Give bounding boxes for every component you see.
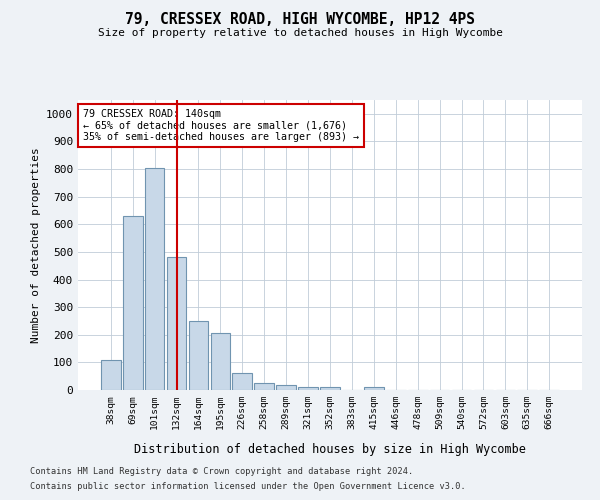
Y-axis label: Number of detached properties: Number of detached properties	[31, 147, 41, 343]
Text: Contains public sector information licensed under the Open Government Licence v3: Contains public sector information licen…	[30, 482, 466, 491]
Text: 79, CRESSEX ROAD, HIGH WYCOMBE, HP12 4PS: 79, CRESSEX ROAD, HIGH WYCOMBE, HP12 4PS	[125, 12, 475, 28]
Bar	[167, 258, 187, 390]
Text: 79 CRESSEX ROAD: 140sqm
← 65% of detached houses are smaller (1,676)
35% of semi: 79 CRESSEX ROAD: 140sqm ← 65% of detache…	[83, 108, 359, 142]
Text: Contains HM Land Registry data © Crown copyright and database right 2024.: Contains HM Land Registry data © Crown c…	[30, 467, 413, 476]
Bar	[298, 387, 318, 390]
Bar	[101, 360, 121, 390]
Bar	[276, 386, 296, 390]
Bar	[320, 387, 340, 390]
Bar	[232, 374, 252, 390]
Text: Distribution of detached houses by size in High Wycombe: Distribution of detached houses by size …	[134, 442, 526, 456]
Bar	[254, 383, 274, 390]
Bar	[145, 168, 164, 390]
Bar	[364, 387, 384, 390]
Bar	[211, 333, 230, 390]
Bar	[123, 216, 143, 390]
Bar	[188, 321, 208, 390]
Text: Size of property relative to detached houses in High Wycombe: Size of property relative to detached ho…	[97, 28, 503, 38]
